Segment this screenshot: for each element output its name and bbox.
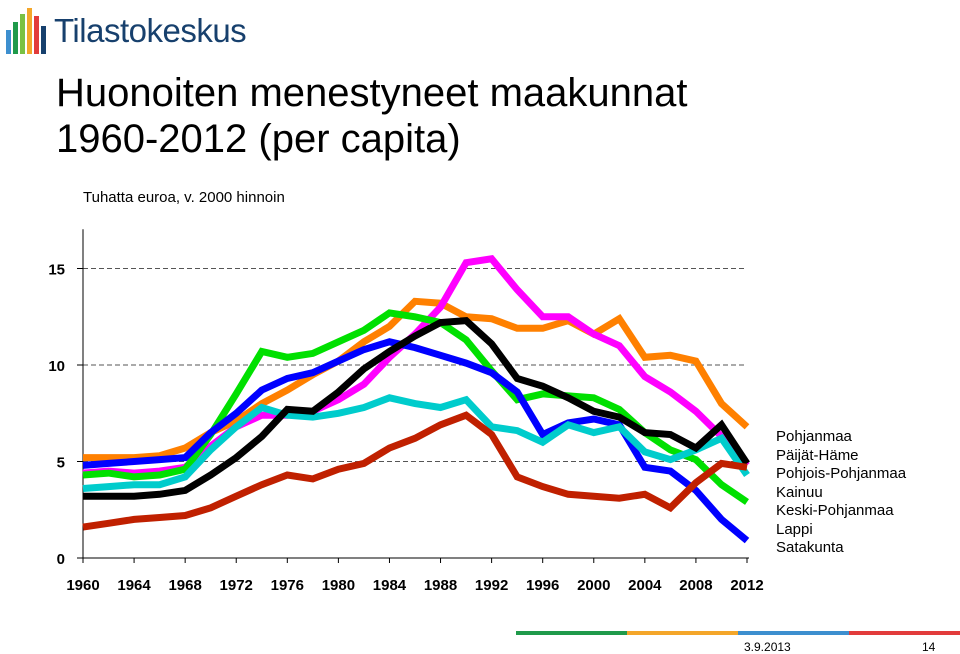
legend-item-lappi: Lappi bbox=[776, 520, 813, 538]
footer-color-bars bbox=[516, 631, 960, 635]
footer-bar-green bbox=[516, 631, 627, 635]
x-tick-label-1964: 1964 bbox=[117, 577, 151, 594]
series-line-satakunta bbox=[82, 411, 748, 531]
page-title: Huonoiten menestyneet maakunnat 1960-201… bbox=[56, 70, 688, 162]
y-tick-label-0: 0 bbox=[57, 551, 65, 568]
x-tick-label-1960: 1960 bbox=[66, 577, 99, 594]
tick-labels: 0 5 10 15 1960 1964 1968 1972 1976 1980 1984 1988 19… bbox=[48, 262, 763, 595]
x-tick-label-1996: 1996 bbox=[526, 577, 559, 594]
x-tick-label-1972: 1972 bbox=[220, 577, 253, 594]
title-line-1: Huonoiten menestyneet maakunnat bbox=[56, 71, 688, 115]
legend-item-pohjois-pohjanmaa: Pohjois-Pohjanmaa bbox=[776, 465, 907, 482]
y-tick-label-5: 5 bbox=[57, 455, 65, 472]
x-tick-label-1980: 1980 bbox=[322, 577, 355, 594]
line-chart: Tuhatta euroa, v. 2000 hinnoin 0 5 10 15 196… bbox=[48, 189, 763, 595]
x-tick-label-2004: 2004 bbox=[628, 577, 662, 594]
series-line-pohjanmaa bbox=[83, 297, 750, 462]
x-tick-label-1968: 1968 bbox=[168, 577, 201, 594]
logo-bars-icon bbox=[6, 8, 46, 54]
legend: Pohjanmaa Päijät-Häme Pohjois-Pohjanmaa Kai… bbox=[776, 428, 906, 558]
legend-item-kainuu: Kainuu bbox=[776, 483, 823, 501]
footer-bar-orange bbox=[627, 631, 738, 635]
y-axis-label: Tuhatta euroa, v. 2000 hinnoin bbox=[83, 189, 285, 206]
legend-item-p-ij-t-h-me: Päijät-Häme bbox=[776, 446, 859, 464]
x-tick-label-2008: 2008 bbox=[679, 577, 712, 594]
legend-item-satakunta: Satakunta bbox=[776, 539, 844, 556]
footer-bar-blue bbox=[738, 631, 849, 635]
series-line-kainuu bbox=[82, 338, 750, 544]
series-line-pohjois-pohjanmaa bbox=[82, 309, 749, 505]
title-line-2: 1960-2012 (per capita) bbox=[56, 117, 461, 161]
y-tick-label-15: 15 bbox=[48, 262, 65, 279]
page-number: 14 bbox=[922, 640, 936, 654]
x-tick-label-1988: 1988 bbox=[424, 577, 457, 594]
y-tick-label-10: 10 bbox=[48, 358, 65, 375]
x-tick-label-1992: 1992 bbox=[475, 577, 508, 594]
axes bbox=[77, 229, 749, 563]
tilastokeskus-logo: Tilastokeskus bbox=[4, 2, 264, 58]
x-tick-label-2012: 2012 bbox=[730, 577, 763, 594]
series-line-lappi bbox=[83, 316, 750, 500]
x-tick-label-1976: 1976 bbox=[271, 577, 304, 594]
footer-date: 3.9.2013 bbox=[744, 640, 791, 654]
legend-item-keski-pohjanmaa: Keski-Pohjanmaa bbox=[776, 502, 894, 519]
series-line-keski-pohjanmaa bbox=[82, 394, 750, 492]
x-tick-label-1984: 1984 bbox=[373, 577, 407, 594]
series-layer bbox=[82, 255, 750, 544]
legend-item-pohjanmaa: Pohjanmaa bbox=[776, 428, 852, 445]
x-tick-label-2000: 2000 bbox=[577, 577, 610, 594]
logo-text: Tilastokeskus bbox=[54, 12, 247, 49]
footer-bar-red bbox=[849, 631, 960, 635]
